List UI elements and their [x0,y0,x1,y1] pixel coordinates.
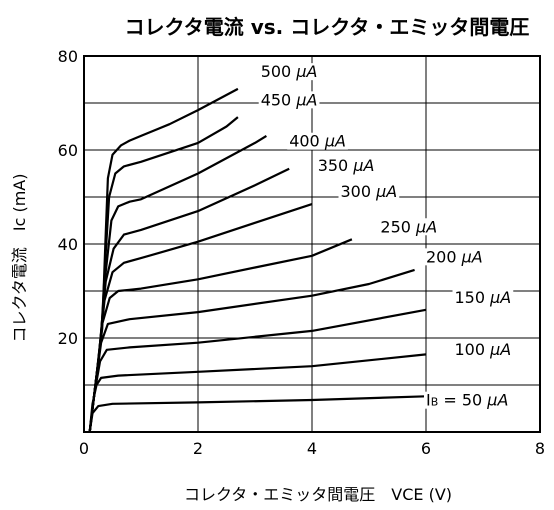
x-tick-label: 8 [535,439,545,458]
plot-frame [83,55,541,433]
curve-label-bg [315,157,377,175]
tick-labels: 0 2 4 6 8 20 40 60 80 [58,47,545,458]
y-tick-label: 40 [58,235,78,254]
series-line [88,87,239,433]
curve-label-group: 450 μA [258,90,320,109]
y-tick-label: 80 [58,47,78,66]
x-tick-label: 6 [421,439,431,458]
x-tick-label: 0 [79,439,89,458]
curve-label-bg [452,288,514,306]
y-axis-label: コレクタ電流 Ic (mA) [10,174,29,343]
curve-label-group: 350 μA [315,156,377,175]
curve-labels: 500 μA 450 μA 400 μA 350 μA 300 μA 250 μA 200 … [258,62,514,410]
curve-label: 450 μA [261,90,318,109]
series-line [88,395,427,433]
curve-label-bg [287,132,348,150]
x-axis-label: コレクタ・エミッタ間電圧 VCE (V) [184,485,452,504]
curve-label-bg [258,91,320,109]
curves [88,87,427,433]
curve-label-bg [452,340,514,358]
y-tick-label: 20 [58,329,78,348]
series-line [88,167,290,433]
curve-label: 150 μA [455,288,512,307]
curve-label: 100 μA [455,340,512,359]
curve-label-bg [424,248,485,266]
curve-label-group: 500 μA [258,62,320,81]
curve-label-bg [258,63,320,81]
curve-label: IB = 50 μA [426,391,508,410]
curve-label: 300 μA [341,182,398,201]
curve-label: 200 μA [426,247,483,266]
series-line [88,203,313,433]
grid-lines [84,56,540,432]
curve-label-bg [378,218,440,236]
curve-label-group: 250 μA [378,217,440,236]
curve-label-bg [338,183,400,200]
curve-label-bg [424,391,511,409]
curve-label-group: IB = 50 μA [424,391,511,410]
plot-border [83,55,541,433]
curve-label-group: 300 μA [338,182,400,201]
chart-title: コレクタ電流 vs. コレクタ・エミッタ間電圧 [125,15,530,39]
curve-label: 400 μA [289,132,346,151]
y-tick-label: 60 [58,141,78,160]
series-line [88,353,427,433]
x-tick-label: 4 [307,439,317,458]
curve-label: 500 μA [261,62,318,81]
curve-label-group: 150 μA [452,288,514,307]
series-line [88,268,415,433]
curve-label-group: 200 μA [424,247,485,266]
series-line [88,134,267,433]
curve-label: 250 μA [380,217,437,236]
curve-label: 350 μA [318,156,375,175]
x-tick-label: 2 [193,439,203,458]
curve-label-group: 100 μA [452,340,514,359]
series-line [88,308,427,433]
curve-label-group: 400 μA [287,132,348,151]
